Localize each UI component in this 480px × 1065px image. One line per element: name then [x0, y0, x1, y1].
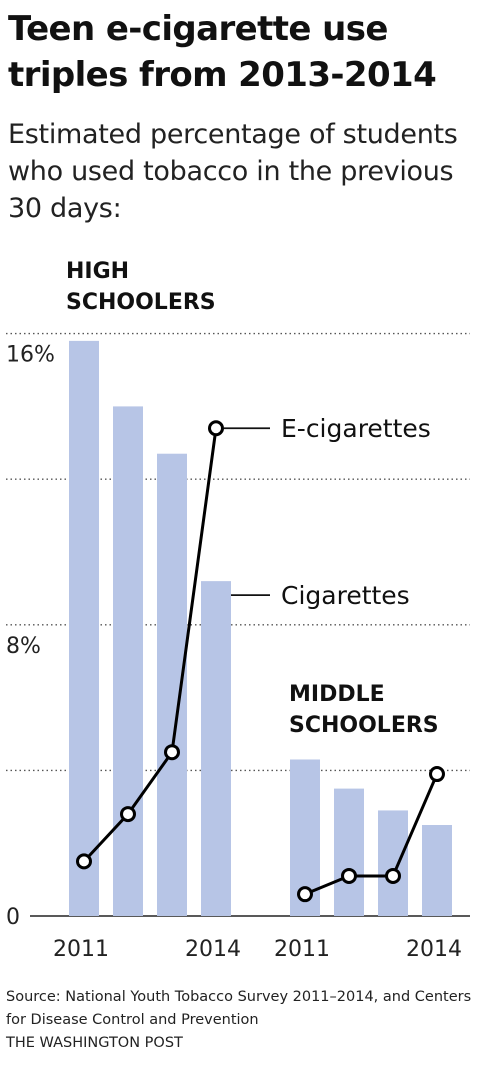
x-tick-label: 2014 — [185, 937, 241, 962]
cigarette-bar — [422, 825, 452, 916]
e-cigarette-point — [429, 766, 445, 783]
e-cigarette-point — [120, 806, 136, 823]
publisher-credit: THE WASHINGTON POST — [6, 1035, 183, 1051]
cigarettes-series-label: Cigarettes — [281, 581, 410, 610]
chart-labels: 0 8% 16% 2011 2014 HIGH SCHOOLERS E-cigarettes C… — [6, 259, 462, 962]
chart-area: 0 8% 16% 2011 2014 HIGH SCHOOLERS E-cigarettes C… — [6, 259, 470, 962]
y-tick-label: 16% — [6, 343, 55, 368]
chart-title: Teen e-cigarette use triples from 2013-2… — [8, 9, 437, 95]
e-cigarette-point — [341, 867, 357, 884]
e-cigarette-line — [304, 773, 439, 896]
source-note: Source: National Youth Tobacco Survey 20… — [6, 989, 472, 1028]
x-tick-label: 2011 — [53, 937, 109, 962]
footer: Source: National Youth Tobacco Survey 20… — [6, 986, 476, 1055]
e-cigarette-line — [82, 428, 218, 863]
e-cigarette-point — [208, 420, 224, 437]
high-schoolers-label: HIGH SCHOOLERS — [66, 259, 216, 315]
chart-subtitle: Estimated percentage of students who use… — [8, 119, 458, 224]
y-tick-label: 8% — [6, 634, 41, 659]
x-tick-label: 2014 — [406, 937, 462, 962]
cigarette-bar — [113, 406, 143, 916]
cigarette-bar — [334, 788, 364, 916]
middle-schoolers-label: MIDDLE SCHOOLERS — [289, 682, 439, 738]
e-cigarette-lines — [76, 420, 445, 903]
e-cigarette-point — [297, 886, 313, 903]
cigarette-bar — [378, 810, 408, 916]
y-tick-label: 0 — [6, 905, 20, 930]
e-cigarettes-series-label: E-cigarettes — [281, 414, 431, 443]
x-tick-label: 2011 — [274, 937, 330, 962]
e-cigarette-point — [385, 867, 401, 884]
bars — [69, 340, 452, 916]
e-cigarette-point — [76, 853, 92, 870]
cigarette-bar — [201, 581, 231, 916]
e-cigarette-point — [164, 744, 180, 761]
cigarette-bar — [69, 340, 99, 916]
